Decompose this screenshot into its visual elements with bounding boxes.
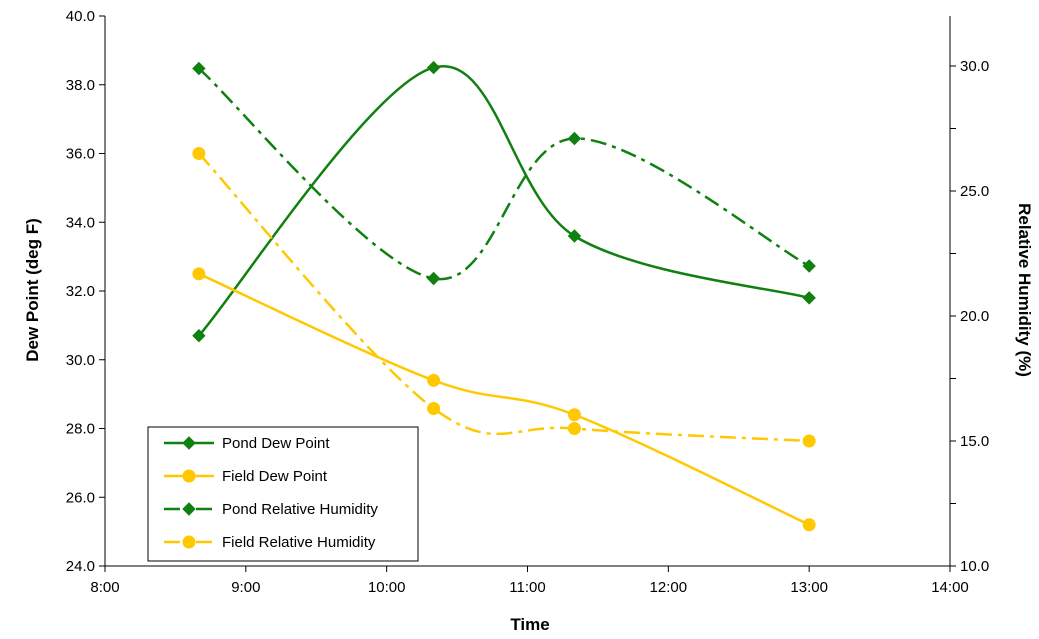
legend-swatch-marker [182,469,196,483]
legend-swatch-marker [182,535,196,549]
pond-dew-point-point [426,60,441,75]
series-field-relative-humidity [192,147,816,448]
pond-relative-humidity-point [192,61,206,76]
y2-tick-label: 10.0 [960,558,989,575]
x-tick-label: 8:00 [90,579,119,596]
legend-swatch-marker [182,502,196,516]
series-field-dew-point [192,267,816,532]
legend-swatch-marker [182,436,196,450]
legend-label: Pond Dew Point [222,435,330,452]
legend-label: Field Dew Point [222,468,328,485]
y-tick-label: 36.0 [66,146,95,163]
pond-dew-point-point [567,229,582,243]
field-dew-point-point [567,408,581,422]
y-tick-label: 38.0 [66,77,95,94]
y2-tick-label: 20.0 [960,308,989,325]
pond-dew-point-point [802,291,816,305]
field-dew-point-line [198,272,810,526]
x-tick-label: 12:00 [650,579,688,596]
pond-relative-humidity-line [198,67,810,281]
series-pond-dew-point [192,60,816,343]
pond-dew-point-line [197,65,810,337]
legend-label: Field Relative Humidity [222,534,376,551]
series-layer [192,60,816,532]
field-relative-humidity-point [567,422,581,435]
x-tick-label: 14:00 [931,579,969,596]
pond-relative-humidity-point [802,259,816,273]
legend: Pond Dew Point Field Dew Point Pond Relati… [147,426,419,562]
y-axis-title: Dew Point (deg F) [23,218,42,362]
pond-dew-point-point [192,328,206,343]
y2-tick-label: 25.0 [960,183,989,200]
field-dew-point-point [802,518,816,532]
y-tick-label: 34.0 [66,214,95,231]
field-relative-humidity-point [802,434,816,448]
y2-tick-label: 30.0 [960,58,989,75]
y-tick-label: 30.0 [66,352,95,369]
field-relative-humidity-point [427,402,441,415]
axes: 8:00 9:00 10:00 11:00 12:00 13:00 14:00 24.0 26.… [66,8,989,596]
pond-relative-humidity-point [426,271,441,286]
field-dew-point-point [192,267,206,281]
legend-label: Pond Relative Humidity [222,501,378,518]
x-tick-label: 13:00 [790,579,828,596]
y2-axis-title: Relative Humidity (%) [1015,203,1034,377]
x-tick-label: 10:00 [368,579,406,596]
field-dew-point-point [427,373,441,387]
y2-tick-label: 15.0 [960,433,989,450]
y-tick-label: 26.0 [66,489,95,506]
y-tick-label: 40.0 [66,8,95,25]
field-relative-humidity-point [192,147,206,160]
y-tick-label: 24.0 [66,558,95,575]
series-pond-relative-humidity [192,61,816,286]
field-relative-humidity-line [197,152,810,443]
y-tick-label: 32.0 [66,283,95,300]
x-tick-label: 9:00 [231,579,260,596]
pond-relative-humidity-point [567,131,582,146]
y-tick-label: 28.0 [66,421,95,438]
x-axis-title: Time [510,615,549,634]
x-tick-label: 11:00 [509,579,545,596]
